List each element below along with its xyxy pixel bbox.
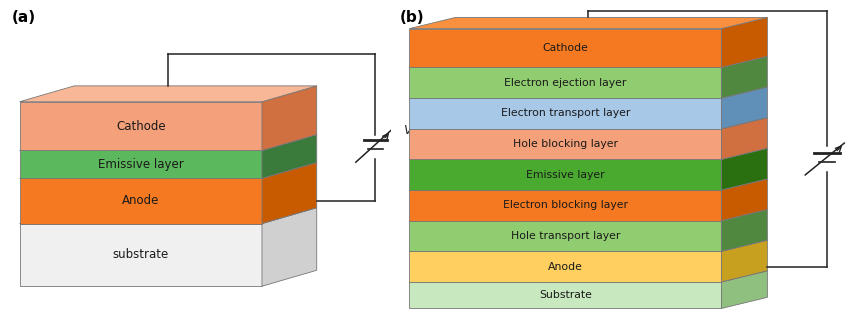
Polygon shape: [410, 148, 768, 159]
Polygon shape: [410, 271, 768, 282]
Text: V: V: [403, 124, 411, 136]
Polygon shape: [20, 86, 317, 102]
Text: Hole transport layer: Hole transport layer: [511, 231, 620, 241]
Text: Anode: Anode: [548, 262, 583, 272]
Text: Hole blocking layer: Hole blocking layer: [513, 139, 618, 149]
Polygon shape: [20, 178, 262, 224]
Polygon shape: [410, 129, 722, 159]
Polygon shape: [410, 179, 768, 190]
Polygon shape: [722, 17, 768, 67]
Polygon shape: [722, 210, 768, 251]
Polygon shape: [410, 56, 768, 67]
Text: Emissive layer: Emissive layer: [98, 158, 184, 171]
Polygon shape: [410, 98, 722, 129]
Polygon shape: [410, 29, 722, 67]
Polygon shape: [722, 148, 768, 190]
Text: Electron transport layer: Electron transport layer: [501, 108, 630, 118]
Text: Electron blocking layer: Electron blocking layer: [503, 200, 628, 210]
Polygon shape: [722, 118, 768, 159]
Polygon shape: [410, 190, 722, 221]
Polygon shape: [410, 240, 768, 251]
Polygon shape: [722, 240, 768, 282]
Polygon shape: [20, 162, 317, 178]
Text: Emissive layer: Emissive layer: [526, 170, 604, 180]
Polygon shape: [20, 208, 317, 224]
Polygon shape: [20, 102, 262, 150]
Polygon shape: [262, 208, 317, 286]
Polygon shape: [410, 221, 722, 251]
Polygon shape: [20, 224, 262, 286]
Polygon shape: [410, 159, 722, 190]
Text: Electron ejection layer: Electron ejection layer: [504, 78, 626, 88]
Polygon shape: [410, 210, 768, 221]
Polygon shape: [410, 251, 722, 282]
Polygon shape: [20, 150, 262, 178]
Text: Anode: Anode: [122, 194, 160, 207]
Polygon shape: [722, 87, 768, 129]
Text: Substrate: Substrate: [539, 290, 592, 300]
Polygon shape: [722, 179, 768, 221]
Polygon shape: [410, 282, 722, 308]
Polygon shape: [262, 86, 317, 150]
Text: (a): (a): [12, 10, 36, 24]
Text: substrate: substrate: [113, 248, 169, 261]
Polygon shape: [410, 17, 768, 29]
Text: (b): (b): [400, 10, 425, 24]
Polygon shape: [20, 135, 317, 150]
Polygon shape: [410, 67, 722, 98]
Text: Cathode: Cathode: [116, 120, 166, 133]
Polygon shape: [410, 118, 768, 129]
Polygon shape: [410, 87, 768, 98]
Text: Cathode: Cathode: [542, 43, 588, 53]
Polygon shape: [722, 56, 768, 98]
Polygon shape: [262, 135, 317, 178]
Polygon shape: [722, 271, 768, 308]
Polygon shape: [262, 162, 317, 224]
